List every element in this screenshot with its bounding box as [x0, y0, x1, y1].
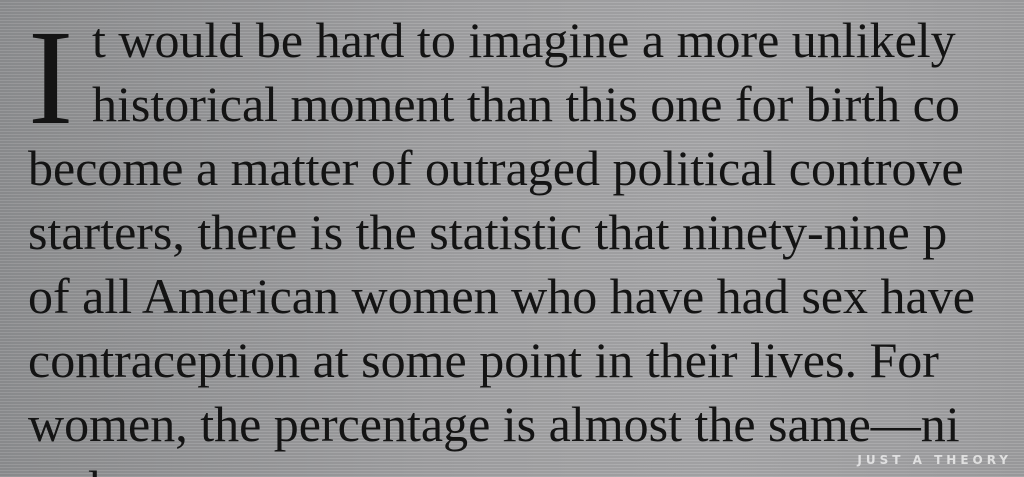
text-line-6: contraception at some point in their liv… — [28, 332, 939, 388]
body-text: I t would be hard to imagine a more unli… — [28, 8, 1024, 477]
text-line-7: women, the percentage is almost the same… — [28, 396, 960, 452]
text-line-5: of all American women who have had sex h… — [28, 268, 975, 324]
text-line-4: starters, there is the statistic that ni… — [28, 204, 948, 260]
text-line-8-partial: and — [28, 456, 1024, 477]
text-line-3: become a matter of outraged political co… — [28, 140, 964, 196]
text-line-2: historical moment than this one for birt… — [92, 76, 960, 132]
drop-cap: I — [28, 3, 74, 153]
text-line-1: t would be hard to imagine a more unlike… — [92, 12, 956, 68]
watermark: JUST A THEORY — [857, 453, 1012, 467]
